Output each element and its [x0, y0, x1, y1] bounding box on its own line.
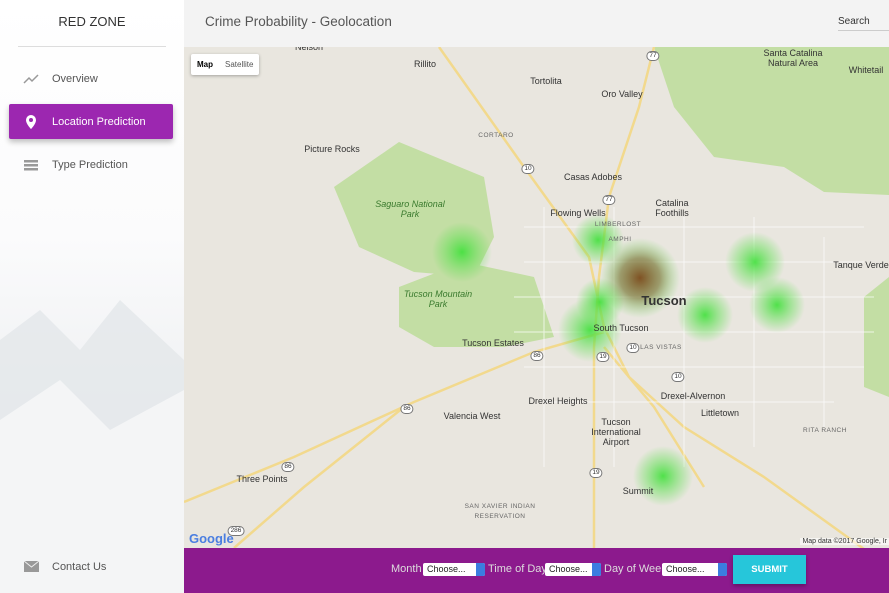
nav-label: Type Prediction — [52, 158, 128, 171]
map-label: Catalina Foothills — [655, 198, 689, 218]
nav-item[interactable]: Type Prediction — [9, 147, 173, 182]
nav-label: Location Prediction — [52, 115, 146, 128]
map-label: SAN XAVIER INDIAN RESERVATION — [464, 503, 536, 520]
nav-label: Overview — [52, 72, 98, 85]
map-label: Tucson International Airport — [591, 417, 641, 447]
map-label: LIMBERLOST — [594, 221, 642, 228]
map-label: South Tucson — [593, 323, 649, 333]
pin-icon — [26, 114, 36, 129]
map-label: LAS VISTAS — [640, 344, 682, 351]
field-label: Time of Day — [488, 563, 547, 575]
map-label: Whitetail — [848, 65, 884, 75]
highway-shield: 86 — [400, 404, 414, 414]
map-label: Valencia West — [443, 411, 501, 421]
map-label: Three Points — [236, 474, 288, 484]
nav-item-active[interactable]: Location Prediction — [9, 104, 173, 139]
map-label: Casas Adobes — [563, 172, 623, 182]
field-label: Month — [391, 563, 422, 575]
highway-shield: 286 — [227, 526, 245, 536]
divider — [18, 46, 166, 47]
map-label: Tucson — [641, 293, 687, 308]
map-label: Littletown — [700, 408, 740, 418]
mail-icon — [24, 561, 39, 572]
map-label: Tucson Estates — [462, 338, 524, 348]
highway-shield: 86 — [281, 462, 295, 472]
highway-shield: 77 — [602, 195, 616, 205]
google-logo: Google — [189, 531, 234, 546]
satellite-button[interactable]: Satellite — [225, 60, 254, 69]
submit-button[interactable]: SUBMIT — [733, 555, 806, 584]
highway-shield: 10 — [671, 372, 685, 382]
map-type-control: Map Satellite — [191, 54, 260, 75]
map-label: Saguaro National Park — [375, 199, 445, 219]
brand: RED ZONE — [58, 14, 126, 29]
time-select[interactable]: Choose... — [545, 563, 601, 576]
map-label: Santa Catalina Natural Area — [763, 48, 823, 68]
map-label: Rillito — [413, 59, 436, 69]
map-label: Flowing Wells — [550, 208, 606, 218]
highway-shield: 10 — [521, 164, 535, 174]
map-label: Picture Rocks — [304, 144, 360, 154]
map-label: Tanque Verde — [833, 260, 889, 270]
highway-shield: 10 — [626, 343, 640, 353]
form-bar: Month Choose... Time of Day Choose... Da… — [184, 548, 889, 593]
map-label: Summit — [622, 486, 654, 496]
heatmap — [432, 214, 805, 506]
highway-shield: 19 — [589, 468, 603, 478]
nav-item[interactable]: Contact Us — [9, 549, 173, 584]
map-label: Oro Valley — [601, 89, 643, 99]
highway-shield: 86 — [530, 351, 544, 361]
list-icon — [24, 159, 38, 170]
highways — [184, 47, 865, 548]
highway-shield: 19 — [596, 352, 610, 362]
map-button[interactable]: Map — [197, 60, 213, 69]
nav-label: Contact Us — [52, 560, 107, 573]
month-select[interactable]: Choose... — [423, 563, 485, 576]
map-label: AMPHI — [608, 236, 632, 243]
map-label: Tortolita — [530, 76, 562, 86]
map-canvas — [184, 47, 889, 548]
map-label: Tucson Mountain Park — [403, 289, 473, 309]
search[interactable]: Search — [838, 16, 889, 31]
page-title: Crime Probability - Geolocation — [205, 14, 392, 29]
attribution: Map data ©2017 Google, Ir — [800, 538, 889, 545]
map-label: RITA RANCH — [803, 427, 847, 434]
map-label: Nelson — [294, 47, 323, 52]
map-label: CORTARO — [478, 132, 514, 139]
sidebar: RED ZONE Overview Location Prediction Ty… — [0, 0, 184, 593]
field-label: Day of Week — [604, 563, 667, 575]
nav-item[interactable]: Overview — [9, 61, 173, 96]
day-select[interactable]: Choose... — [662, 563, 727, 576]
map[interactable]: Map Satellite Nelson Rillito Tortolita Oro … — [184, 47, 889, 548]
header: Crime Probability - Geolocation Search — [184, 0, 889, 47]
map-label: Drexel Heights — [528, 396, 588, 406]
highway-shield: 77 — [646, 51, 660, 61]
mountain-backdrop — [0, 300, 184, 593]
map-label: Drexel-Alvernon — [660, 391, 726, 401]
trend-icon — [23, 73, 39, 84]
